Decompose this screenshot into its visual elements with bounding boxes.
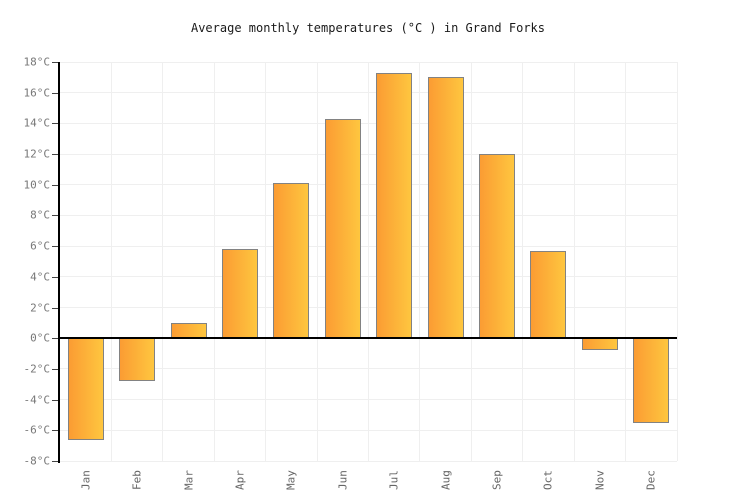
bar-oct bbox=[530, 250, 567, 339]
plot-area bbox=[60, 61, 678, 462]
bar-jan bbox=[67, 338, 104, 440]
bar-aug bbox=[427, 77, 464, 339]
x-axis-label: Jun bbox=[336, 470, 350, 490]
v-gridline bbox=[110, 62, 112, 461]
y-axis-label: 18°C bbox=[23, 55, 51, 69]
x-axis-label: May bbox=[284, 470, 298, 490]
y-axis-tick bbox=[52, 123, 58, 125]
y-axis-tick bbox=[52, 154, 58, 156]
y-axis-label: 8°C bbox=[30, 208, 50, 222]
v-gridline bbox=[573, 62, 575, 461]
bar-nov bbox=[581, 338, 618, 351]
y-axis-label: 16°C bbox=[23, 86, 51, 100]
y-axis-label: -8°C bbox=[23, 454, 51, 468]
y-axis-tick bbox=[52, 338, 58, 340]
y-axis-tick bbox=[52, 461, 58, 462]
v-gridline bbox=[162, 62, 164, 461]
h-gridline bbox=[60, 460, 677, 462]
y-axis-tick bbox=[52, 368, 58, 370]
x-axis-label: Oct bbox=[541, 470, 555, 490]
y-axis-tick bbox=[52, 307, 58, 309]
y-axis-tick bbox=[52, 276, 58, 278]
bar-apr bbox=[221, 249, 258, 339]
v-gridline bbox=[676, 62, 678, 461]
bar-dec bbox=[633, 338, 670, 423]
y-axis-label: -6°C bbox=[23, 423, 51, 437]
bar-mar bbox=[170, 322, 207, 339]
y-axis-tick bbox=[52, 184, 58, 186]
y-axis-label: 2°C bbox=[30, 301, 50, 315]
bar-may bbox=[273, 183, 310, 339]
y-axis-tick bbox=[52, 62, 58, 63]
v-gridline bbox=[470, 62, 472, 461]
y-axis-tick bbox=[52, 215, 58, 217]
y-axis-label: 6°C bbox=[30, 239, 50, 253]
x-axis-label: Feb bbox=[130, 470, 144, 490]
bar-jun bbox=[324, 118, 361, 339]
y-axis-tick bbox=[52, 430, 58, 432]
v-gridline bbox=[265, 62, 267, 461]
v-gridline bbox=[522, 62, 524, 461]
y-axis-label: -4°C bbox=[23, 393, 51, 407]
x-axis-label: Sep bbox=[490, 470, 504, 490]
chart-title: Average monthly temperatures (°C ) in Gr… bbox=[190, 21, 545, 35]
bar-feb bbox=[119, 338, 156, 382]
x-axis-label: Jan bbox=[79, 470, 93, 490]
x-axis-label: Aug bbox=[439, 470, 453, 490]
bar-sep bbox=[479, 154, 516, 339]
y-axis-tick bbox=[52, 246, 58, 248]
v-gridline bbox=[213, 62, 215, 461]
y-axis-line bbox=[58, 62, 60, 463]
x-axis-label: Nov bbox=[593, 470, 607, 490]
y-axis-tick bbox=[52, 92, 58, 94]
x-axis-label: Jul bbox=[387, 470, 401, 490]
y-axis-label: 10°C bbox=[23, 178, 51, 192]
v-gridline bbox=[316, 62, 318, 461]
bar-jul bbox=[376, 72, 413, 339]
x-axis-label: Mar bbox=[182, 470, 196, 490]
x-axis-label: Dec bbox=[644, 470, 658, 490]
y-axis-label: 0°C bbox=[30, 331, 50, 345]
y-axis-label: 12°C bbox=[23, 147, 51, 161]
zero-baseline bbox=[60, 337, 677, 340]
v-gridline bbox=[368, 62, 369, 461]
y-axis-label: 14°C bbox=[23, 116, 51, 130]
y-axis-label: 4°C bbox=[30, 270, 50, 284]
y-axis-tick bbox=[52, 399, 58, 401]
x-axis-label: Apr bbox=[233, 470, 247, 490]
v-gridline bbox=[419, 62, 421, 461]
y-axis-label: -2°C bbox=[23, 362, 51, 376]
v-gridline bbox=[625, 62, 627, 461]
